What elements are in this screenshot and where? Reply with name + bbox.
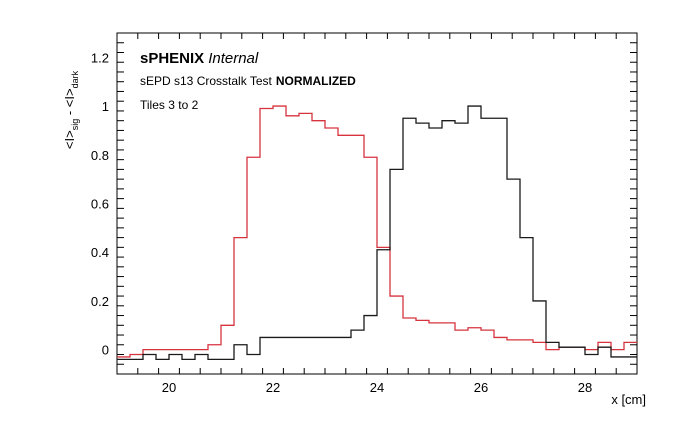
- y-tick-label: 0.2: [91, 294, 109, 309]
- experiment-bold: sPHENIX: [140, 50, 204, 67]
- x-tick-label: 24: [370, 380, 384, 395]
- experiment-label: sPHENIX Internal: [140, 50, 259, 67]
- y-tick-label: 0.8: [91, 148, 109, 163]
- y-axis: 0 0.2 0.4 0.6 0.8 1 1.2: [91, 42, 637, 365]
- series-layer: [117, 105, 637, 361]
- y-title-base-1: <I>: [62, 130, 77, 149]
- y-tick-label: 0.6: [91, 197, 109, 212]
- x-axis-title: x [cm]: [611, 392, 646, 407]
- plot-frame: [116, 32, 638, 375]
- x-tick-label: 28: [578, 380, 592, 395]
- x-tick-label: 22: [266, 380, 280, 395]
- y-title-dash: -: [62, 107, 77, 119]
- y-title-sub-dark: dark: [70, 70, 80, 88]
- y-axis-title: <I>sig - <I>dark: [62, 70, 80, 149]
- y-tick-label: 0.4: [91, 245, 109, 260]
- series-red-histogram: [117, 105, 637, 358]
- experiment-italic: Internal: [208, 50, 259, 67]
- y-title-sub-sig: sig: [70, 119, 80, 131]
- test-bold: NORMALIZED: [276, 74, 356, 88]
- y-tick-label: 0: [102, 343, 109, 358]
- x-axis: 20 22 24 26 28: [137, 33, 617, 395]
- test-label: sEPD s13 Crosstalk Test NORMALIZED: [140, 74, 356, 88]
- y-tick-label: 1.2: [91, 50, 109, 65]
- y-tick-label: 1: [102, 99, 109, 114]
- y-title-base-2: <I>: [62, 88, 77, 107]
- series-black-histogram: [117, 105, 637, 361]
- x-tick-label: 20: [162, 380, 176, 395]
- test-plain: sEPD s13 Crosstalk Test: [140, 74, 272, 88]
- x-tick-label: 26: [474, 380, 488, 395]
- tiles-label: Tiles 3 to 2: [140, 98, 199, 112]
